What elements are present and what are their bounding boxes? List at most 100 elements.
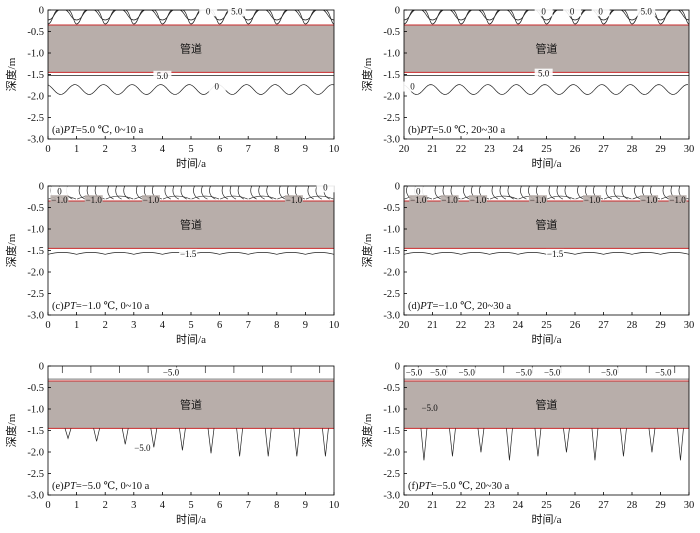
- contour-near-surface: [307, 186, 314, 200]
- contour-label: 0: [206, 6, 211, 16]
- x-tick-label: 5: [188, 144, 193, 155]
- contour-near-surface: [250, 186, 257, 200]
- contour-minus1-arc: [220, 195, 248, 200]
- contour-label: −1.0: [669, 195, 686, 205]
- y-tick-label: -3.0: [27, 311, 44, 322]
- x-tick-label: 6: [217, 500, 222, 511]
- y-tick-label: 0: [395, 6, 400, 17]
- contour-near-surface: [434, 186, 442, 200]
- contour-label-bg: [404, 367, 423, 378]
- y-tick-label: -1.0: [383, 49, 400, 60]
- y-tick-label: 0: [39, 362, 44, 373]
- y-tick-label: -0.5: [383, 383, 400, 394]
- contour-label: −5.0: [516, 367, 533, 377]
- x-tick-label: 21: [427, 500, 438, 511]
- y-tick-label: -1.5: [383, 70, 400, 81]
- y-axis-title: 深度/m: [4, 57, 18, 91]
- contour-label-bg: [534, 6, 553, 17]
- contour-near-surface: [123, 186, 130, 200]
- contour-minus1-arc: [162, 195, 191, 200]
- x-tick-label: 8: [274, 144, 279, 155]
- y-tick-label: -0.5: [383, 203, 400, 214]
- x-tick-label: 20: [399, 500, 410, 511]
- contour-label-bg: [179, 248, 198, 259]
- contour-near-surface: [621, 186, 629, 200]
- y-axis-title: 深度/m: [360, 57, 374, 91]
- contour-label: −1.0: [410, 195, 427, 205]
- y-tick-label: -3.0: [383, 311, 400, 322]
- x-tick-label: 7: [246, 320, 251, 331]
- contour-group: [48, 186, 334, 255]
- x-tick-label: 1: [74, 320, 79, 331]
- contour-near-surface: [78, 186, 86, 200]
- y-tick-label: -1.5: [27, 70, 44, 81]
- x-tick-label: 29: [655, 320, 666, 331]
- contour-label: −1.0: [51, 195, 68, 205]
- x-tick-label: 3: [131, 144, 136, 155]
- contour-label-bg: [284, 195, 303, 206]
- y-tick-label: -2.0: [383, 448, 400, 459]
- y-axis-title: 深度/m: [4, 233, 18, 267]
- contour-label-bg: [207, 81, 226, 92]
- pipe-band: [404, 201, 689, 249]
- y-tick-label: -1.0: [383, 405, 400, 416]
- contour-spike: [207, 428, 215, 454]
- contour-spike: [93, 428, 100, 442]
- y-axis-title: 深度/m: [4, 413, 18, 447]
- contour-label: −5.0: [406, 367, 423, 377]
- x-tick-label: 9: [303, 144, 308, 155]
- pipe-label: 管道: [180, 398, 202, 412]
- contour-label-bg: [50, 195, 69, 206]
- contour-near-surface: [193, 186, 200, 200]
- contour-label: −5.0: [421, 403, 438, 413]
- x-tick-label: 2: [103, 320, 108, 331]
- x-tick-label: 23: [484, 144, 495, 155]
- contour-label-bg: [654, 367, 673, 378]
- contour-label: −1.0: [584, 195, 601, 205]
- x-tick-label: 23: [484, 320, 495, 331]
- x-tick-label: 6: [217, 144, 222, 155]
- pipe-band: [48, 25, 334, 73]
- x-tick-label: 20: [399, 144, 410, 155]
- pipe-band: [48, 381, 334, 429]
- contour-label-bg: [429, 367, 448, 378]
- x-tick-label: 7: [246, 144, 251, 155]
- contour-label: −1.0: [86, 195, 103, 205]
- y-tick-label: -2.5: [27, 469, 44, 480]
- x-tick-label: 5: [188, 320, 193, 331]
- contour-spike: [293, 428, 301, 457]
- contour-spike: [506, 428, 513, 461]
- contour-label: −1.0: [286, 195, 303, 205]
- contour-spike: [477, 428, 485, 453]
- contour-label-bg: [563, 6, 582, 17]
- contour-near-surface: [237, 186, 245, 200]
- contour-label: −1.5: [180, 249, 197, 259]
- contour-near-surface: [164, 186, 171, 200]
- contour-near-surface: [266, 186, 273, 200]
- contour-near-surface: [258, 186, 265, 200]
- contour-label: 5.0: [157, 71, 169, 81]
- y-tick-label: -2.0: [27, 268, 44, 279]
- contour-spike: [322, 428, 329, 457]
- pipe-band: [404, 381, 689, 429]
- panel-b: 20 21 22 23 24 25 26 27 28 29 30 0 -0.5 -1.0 -1.5 -2.0 -…: [360, 6, 694, 171]
- x-tick-label: 4: [160, 320, 166, 331]
- contour-spike: [563, 428, 570, 453]
- y-tick-label: -1.5: [27, 246, 44, 257]
- contour-label-bg: [583, 195, 602, 206]
- contour-near-surface: [107, 186, 114, 200]
- x-axis-title: 时间/a: [176, 333, 206, 346]
- contour-minus1-arc: [603, 195, 632, 200]
- x-tick-label: 29: [655, 500, 666, 511]
- contour-label: −1.5: [547, 249, 564, 259]
- contour-label-bg: [227, 6, 246, 17]
- x-tick-label: 4: [160, 500, 166, 511]
- x-tick-label: 4: [160, 144, 166, 155]
- y-tick-label: -0.5: [27, 27, 44, 38]
- x-tick-label: 26: [570, 500, 581, 511]
- contour-label-bg: [457, 367, 476, 378]
- y-axis-title: 深度/m: [360, 413, 374, 447]
- y-tick-label: -0.5: [27, 203, 44, 214]
- contour-label-bg: [50, 186, 69, 197]
- contour-upper-5: [48, 10, 334, 21]
